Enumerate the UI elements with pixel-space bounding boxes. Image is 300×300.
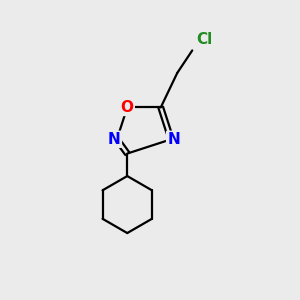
Text: N: N xyxy=(108,132,121,147)
Text: Cl: Cl xyxy=(196,32,212,47)
Text: O: O xyxy=(121,100,134,115)
Text: N: N xyxy=(167,132,180,147)
